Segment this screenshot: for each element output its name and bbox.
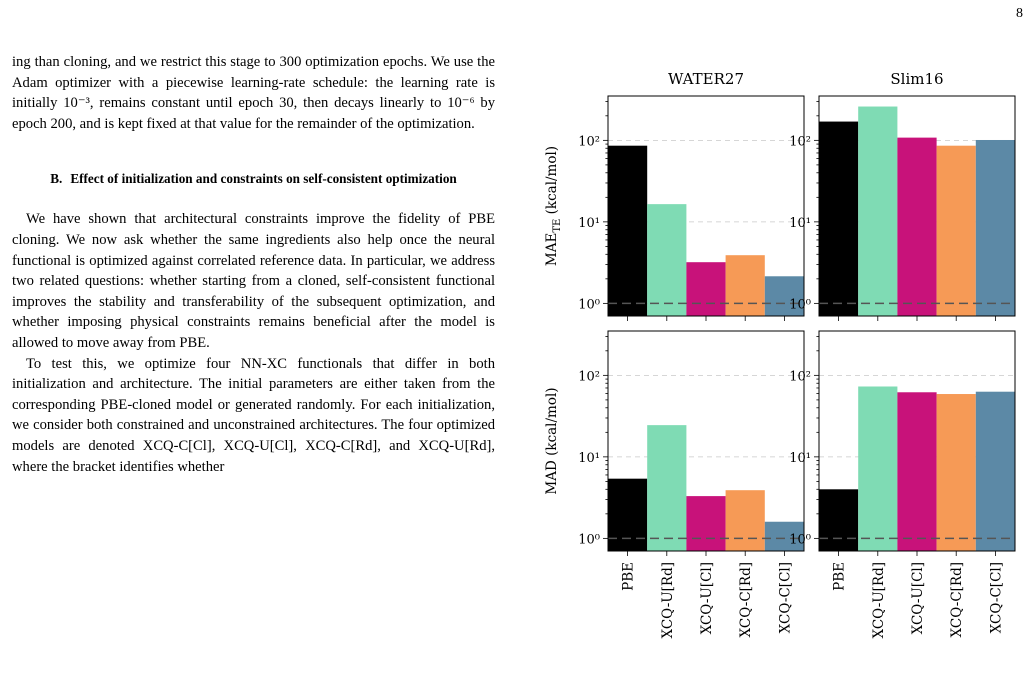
y-tick-label: 10² — [789, 369, 811, 384]
x-tick-label: XCQ-C[Cl] — [988, 562, 1004, 633]
chart-panel-4: 10⁰ 10¹ 10² PBE XCQ-U[Rd] XCQ-U[Cl] XCQ-C[Rd] X… — [789, 330, 1016, 639]
y-tick-label: 10¹ — [578, 451, 600, 466]
bar-xcq-u-cl — [897, 392, 937, 551]
panel-title: Slim16 — [890, 70, 943, 88]
paragraph-method: To test this, we optimize four NN-XC fun… — [12, 355, 495, 475]
x-tick-label: XCQ-C[Cl] — [777, 562, 793, 633]
x-tick-label: XCQ-U[Rd] — [871, 562, 887, 639]
y-tick-label: 10⁰ — [789, 297, 811, 312]
bar-xcq-c-cl — [764, 521, 804, 551]
x-tick-label: PBE — [832, 562, 848, 591]
y-tick-label: 10² — [578, 369, 600, 384]
bar-xcq-c-cl — [764, 276, 804, 316]
figure-bar-charts: 10⁰ 10¹ 10² WATER27 MAETE (kcal/mol) 10⁰ 10¹ 10… — [515, 0, 1029, 679]
y-axis-label: MAETE (kcal/mol) — [544, 146, 563, 266]
bar-xcq-c-rd — [936, 394, 976, 551]
bar-xcq-u-cl — [897, 137, 937, 316]
bar-xcq-c-rd — [936, 145, 976, 316]
chart-panel-2: 10⁰ 10¹ 10² Slim16 — [789, 70, 1016, 321]
y-tick-label: 10¹ — [578, 216, 600, 231]
bar-xcq-u-rd — [858, 106, 898, 316]
bar-xcq-c-cl — [975, 391, 1015, 551]
panel-title: WATER27 — [668, 70, 744, 88]
y-axis-label: MAD (kcal/mol) — [544, 387, 560, 494]
bar-pbe — [819, 121, 859, 316]
chart-panel-1: 10⁰ 10¹ 10² WATER27 MAETE (kcal/mol) — [544, 70, 805, 321]
bar-pbe — [608, 478, 648, 551]
bar-xcq-c-rd — [725, 490, 765, 551]
y-axis-label-subscript: TE — [552, 219, 563, 233]
text-column: ing than cloning, and we restrict this s… — [12, 52, 495, 477]
x-tick-label: XCQ-C[Rd] — [738, 562, 754, 638]
bar-xcq-u-cl — [686, 496, 726, 551]
x-tick-label: XCQ-C[Rd] — [949, 562, 965, 638]
x-tick-label: XCQ-U[Cl] — [699, 562, 715, 634]
y-tick-label: 10⁰ — [578, 297, 600, 312]
bar-xcq-u-rd — [647, 204, 687, 316]
bar-xcq-c-cl — [975, 139, 1015, 316]
section-number: B. — [50, 171, 63, 187]
y-axis-label-main: MAD (kcal/mol) — [544, 387, 560, 494]
y-axis-label-main: MAE — [544, 233, 560, 266]
bar-pbe — [819, 489, 859, 551]
paragraph-questions: We have shown that architectural constra… — [12, 211, 495, 351]
bar-xcq-u-rd — [647, 425, 687, 551]
bar-xcq-u-cl — [686, 262, 726, 316]
y-tick-label: 10⁰ — [578, 532, 600, 547]
x-tick-label: PBE — [621, 562, 637, 591]
chart-panel-3: 10⁰ 10¹ 10² MAD (kcal/mol) PBE XCQ-U[Rd] XCQ-U… — [544, 330, 805, 639]
section-title: Effect of initialization and constraints… — [70, 171, 457, 187]
y-axis-label-unit: (kcal/mol) — [544, 146, 560, 219]
x-tick-label: XCQ-U[Cl] — [910, 562, 926, 634]
section-heading: B. Effect of initialization and constrain… — [24, 170, 483, 187]
y-tick-label: 10⁰ — [789, 532, 811, 547]
bar-xcq-u-rd — [858, 386, 898, 551]
bar-pbe — [608, 145, 648, 316]
paragraph-continuation: ing than cloning, and we restrict this s… — [12, 54, 495, 132]
y-tick-label: 10² — [578, 134, 600, 149]
x-tick-label: XCQ-U[Rd] — [660, 562, 676, 639]
y-tick-label: 10¹ — [789, 216, 811, 231]
page-number: 8 — [1016, 6, 1023, 21]
bar-xcq-c-rd — [725, 255, 765, 316]
y-tick-label: 10¹ — [789, 451, 811, 466]
y-tick-label: 10² — [789, 134, 811, 149]
